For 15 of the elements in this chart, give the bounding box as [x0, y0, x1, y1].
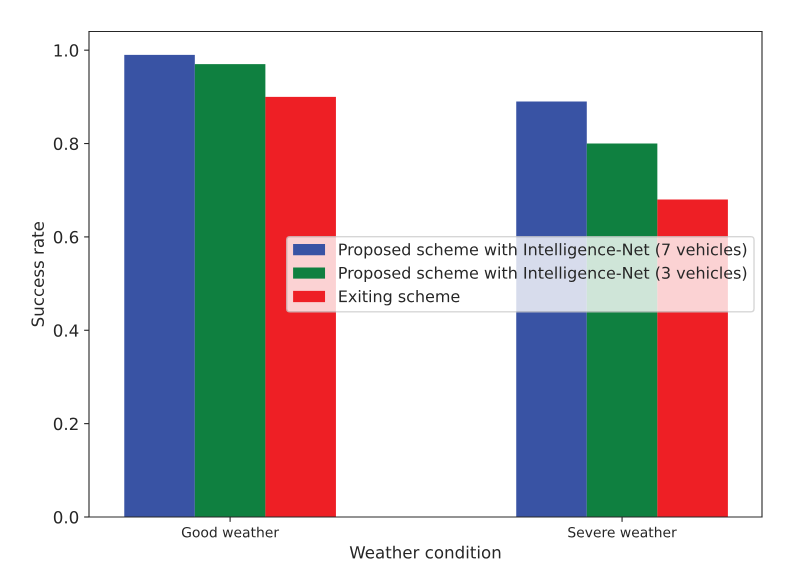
legend-label: Proposed scheme with Intelligence-Net (3 vehicles)	[339, 266, 746, 282]
legend-label: Exiting scheme	[339, 290, 460, 306]
bar	[124, 54, 195, 517]
x-axis-title: Weather condition	[350, 546, 500, 559]
x-tick-label: Good weather	[182, 526, 280, 538]
y-tick-label: 0.6	[54, 230, 78, 244]
y-tick-label: 0.2	[54, 418, 78, 430]
x-tick-label: Severe weather	[568, 526, 677, 538]
bar	[194, 64, 266, 517]
y-tick-label: 0.8	[54, 138, 78, 150]
y-tick-label: 0.4	[54, 324, 78, 337]
legend-label: Proposed scheme with Intelligence-Net (7 vehicles)	[339, 243, 746, 259]
y-tick-label: 1.0	[54, 44, 78, 57]
y-axis-title: Success rate	[31, 222, 44, 326]
y-tick-label: 0.0	[54, 510, 78, 524]
